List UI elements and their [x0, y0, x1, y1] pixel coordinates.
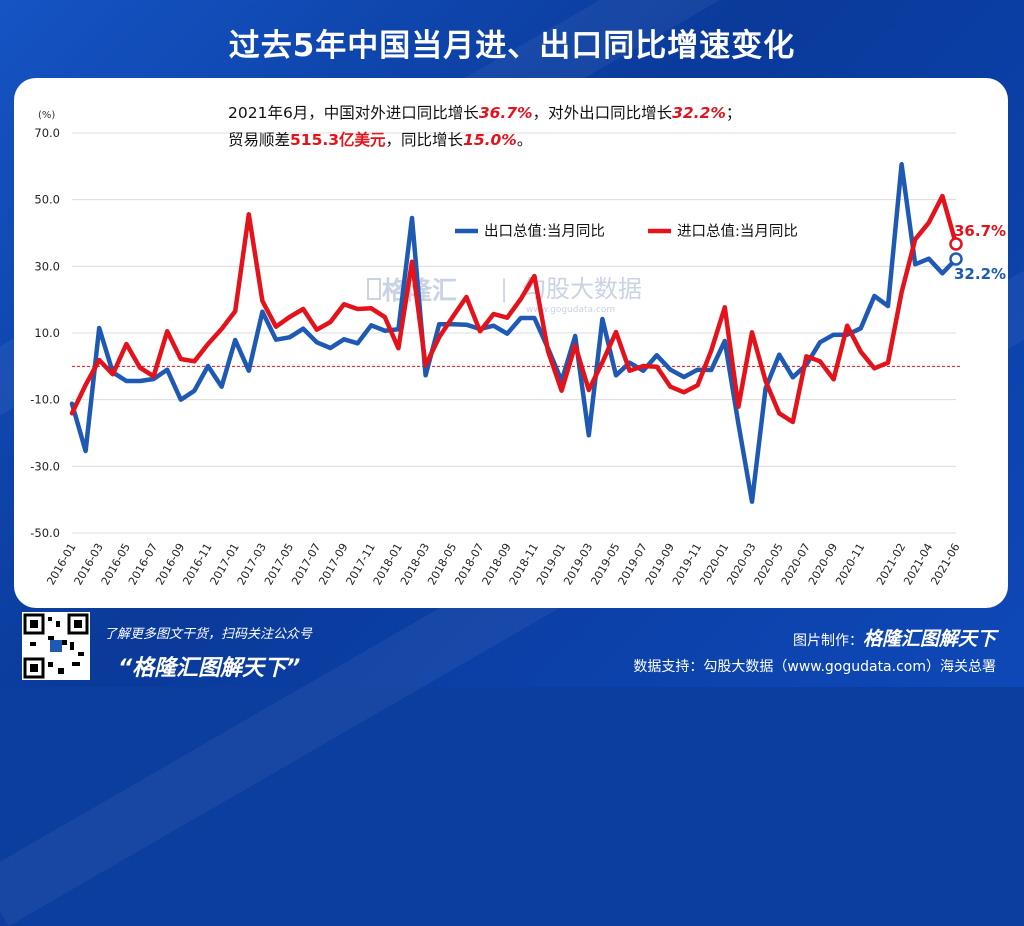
footer-brand: “格隆汇图解天下”: [118, 656, 301, 681]
import-series-line: [69, 193, 959, 425]
trade-surplus-value: 515.3亿美元: [290, 131, 386, 149]
summary-text: 2021年6月，中国对外进口同比增长36.7%，对外出口同比增长32.2%； 贸…: [228, 100, 741, 154]
summary-text-part: ，对外出口同比增长: [532, 104, 673, 122]
watermark-logo-icon: [367, 278, 381, 300]
footer-tip: 了解更多图文干货，扫码关注公众号: [104, 627, 313, 642]
summary-text-part: ，同比增长: [385, 131, 464, 149]
made-by-row: 图片制作：格隆汇图解天下: [633, 625, 996, 653]
y-tick-label: -10.0: [30, 393, 60, 407]
legend-import-label: 进口总值:当月同比: [677, 223, 798, 240]
y-tick-label: 30.0: [34, 259, 60, 273]
y-tick-label: -30.0: [30, 459, 60, 473]
export-growth-value: 32.2%: [672, 104, 726, 122]
footer-left: 了解更多图文干货，扫码关注公众号 “格隆汇图解天下”: [104, 623, 312, 682]
summary-text-part: 贸易顺差: [228, 131, 291, 149]
summary-line-1: 2021年6月，中国对外进口同比增长36.7%，对外出口同比增长32.2%；: [228, 100, 741, 127]
summary-text-part: 2021年6月，中国对外进口同比增长: [228, 104, 479, 122]
data-support: 数据支持：勾股大数据（www.gogudata.com）海关总署: [633, 659, 996, 675]
watermark-separator: |: [500, 275, 508, 303]
footer-right: 图片制作：格隆汇图解天下 数据支持：勾股大数据（www.gogudata.com…: [633, 625, 996, 681]
made-by-brand: 格隆汇图解天下: [862, 628, 996, 650]
made-by-label: 图片制作：: [792, 633, 863, 649]
summary-text-part: 。: [516, 131, 533, 149]
summary-line-2: 贸易顺差515.3亿美元，同比增长15.0%。: [228, 127, 741, 154]
y-tick-label: 50.0: [34, 193, 60, 207]
qr-code-image: [22, 612, 90, 680]
page-title: 过去5年中国当月进、出口同比增速变化: [228, 28, 796, 64]
export-series-line: [69, 162, 959, 504]
import-growth-value: 36.7%: [478, 104, 533, 122]
summary-text-part: ；: [725, 104, 742, 122]
y-axis-label: (%): [38, 110, 55, 121]
y-tick-label: 10.0: [34, 326, 60, 340]
watermark-brand2: 勾股大数据: [522, 275, 642, 303]
export-end-label: 32.2%: [954, 265, 1006, 283]
export-end-marker: [949, 252, 963, 266]
y-tick-label: -50.0: [30, 526, 60, 540]
legend-export-label: 出口总值:当月同比: [484, 223, 605, 240]
y-tick-label: 70.0: [34, 126, 60, 140]
surplus-growth-value: 15.0%: [463, 131, 517, 149]
chart-svg: 70.050.030.010.0-10.0-30.0-50.0(%)2016-0…: [30, 110, 1006, 587]
import-end-marker: [949, 237, 963, 251]
qr-code-icon: [23, 613, 89, 679]
import-end-label: 36.7%: [954, 222, 1006, 240]
watermark-url: www.gogudata.com: [526, 305, 615, 315]
